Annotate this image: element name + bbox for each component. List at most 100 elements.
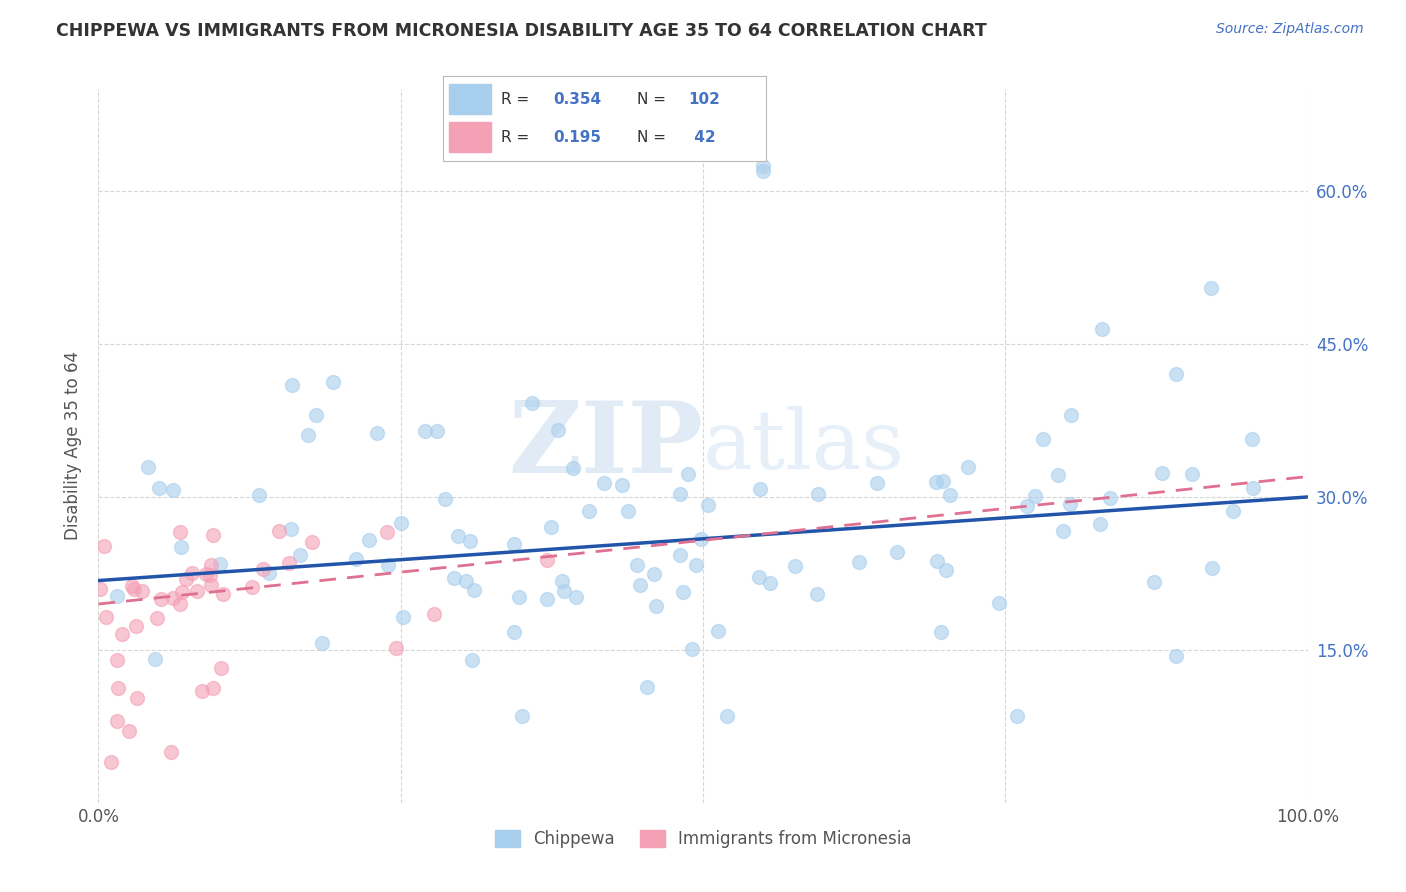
Point (247, 488, 270, 502)
Point (252, 561, 274, 575)
Point (716, 709, 738, 723)
Point (209, 557, 232, 571)
Text: atlas: atlas (703, 406, 905, 486)
Text: ZIP: ZIP (508, 398, 703, 494)
Point (150, 592, 173, 607)
Point (146, 611, 169, 625)
Point (201, 528, 224, 542)
Point (301, 535, 323, 549)
Point (1024, 489, 1046, 503)
Point (423, 607, 446, 621)
Point (636, 680, 658, 694)
Point (685, 558, 707, 573)
Text: CHIPPEWA VS IMMIGRANTS FROM MICRONESIA DISABILITY AGE 35 TO 64 CORRELATION CHART: CHIPPEWA VS IMMIGRANTS FROM MICRONESIA D… (56, 22, 987, 40)
Point (924, 475, 946, 489)
Point (553, 583, 575, 598)
Point (389, 516, 412, 531)
Point (929, 625, 952, 640)
Point (1088, 517, 1111, 532)
Point (125, 618, 148, 632)
Point (707, 624, 730, 638)
Point (690, 532, 713, 546)
Point (508, 590, 530, 604)
Point (939, 488, 962, 502)
Point (160, 745, 183, 759)
Text: R =: R = (501, 92, 534, 107)
Point (277, 556, 299, 570)
Text: Source: ZipAtlas.com: Source: ZipAtlas.com (1216, 22, 1364, 37)
Point (136, 459, 159, 474)
Point (162, 591, 184, 605)
Point (956, 460, 979, 475)
Point (1241, 481, 1264, 495)
Point (384, 641, 406, 656)
Point (669, 486, 692, 500)
Point (669, 548, 692, 562)
Point (672, 584, 695, 599)
Point (200, 558, 222, 573)
Text: 42: 42 (689, 129, 716, 145)
Point (1199, 281, 1222, 295)
Point (280, 522, 302, 536)
Point (174, 572, 197, 586)
Point (107, 681, 129, 695)
Point (391, 609, 413, 624)
Point (886, 545, 908, 559)
Text: 102: 102 (689, 92, 720, 107)
Point (143, 652, 166, 666)
Point (198, 567, 221, 582)
Point (170, 540, 193, 554)
Y-axis label: Disability Age 35 to 64: Disability Age 35 to 64 (63, 351, 82, 541)
Point (935, 563, 957, 577)
Point (297, 428, 319, 442)
Point (783, 559, 806, 574)
Point (169, 597, 191, 611)
Point (547, 423, 569, 437)
Point (987, 597, 1010, 611)
Point (180, 566, 202, 581)
Point (536, 552, 558, 566)
Point (344, 551, 367, 566)
Point (681, 642, 703, 657)
Point (626, 558, 648, 572)
Point (510, 709, 533, 723)
Point (366, 426, 388, 441)
Point (458, 534, 481, 549)
Point (131, 583, 153, 598)
Point (121, 579, 143, 593)
Point (749, 482, 772, 496)
Point (617, 504, 640, 518)
Point (267, 524, 290, 539)
Point (311, 636, 333, 650)
Point (1181, 467, 1204, 482)
Point (628, 578, 651, 592)
Point (194, 566, 217, 581)
Point (433, 491, 456, 506)
Point (925, 553, 948, 567)
Point (357, 533, 380, 548)
Point (169, 525, 191, 540)
Point (1007, 709, 1029, 723)
Point (540, 520, 562, 534)
Point (752, 163, 775, 178)
Point (1164, 648, 1187, 663)
Point (463, 583, 485, 598)
Point (610, 478, 633, 492)
Point (89, 582, 111, 596)
Text: 0.195: 0.195 (553, 129, 600, 145)
Point (122, 582, 145, 596)
Text: N =: N = (637, 92, 671, 107)
Point (454, 574, 477, 588)
Point (426, 424, 449, 438)
Text: 0.354: 0.354 (553, 92, 600, 107)
Point (191, 684, 214, 698)
Point (212, 587, 235, 601)
Point (305, 409, 328, 423)
Point (1240, 433, 1263, 447)
Point (806, 587, 828, 601)
Point (162, 483, 184, 497)
Point (202, 681, 225, 695)
Point (446, 529, 468, 543)
FancyBboxPatch shape (450, 85, 492, 114)
Point (107, 589, 129, 603)
